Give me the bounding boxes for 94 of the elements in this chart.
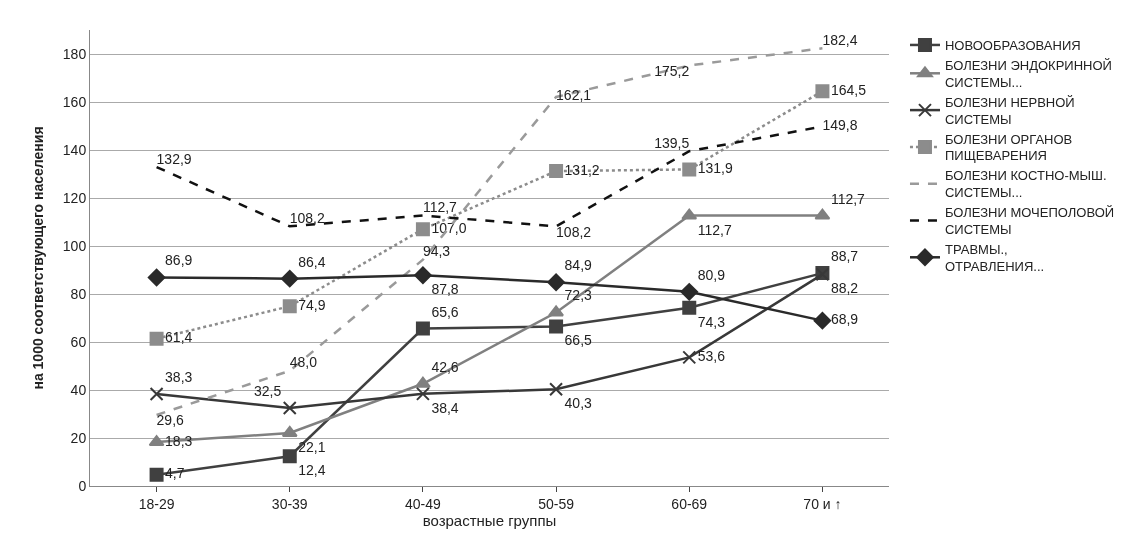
x-tick-label: 60-69 bbox=[671, 495, 708, 512]
x-axis-title: возрастные группы bbox=[422, 511, 557, 529]
data-label: 22,1 bbox=[298, 438, 326, 455]
point bbox=[280, 269, 299, 288]
data-label: 112,7 bbox=[830, 190, 866, 207]
data-label: 29,6 bbox=[156, 412, 185, 429]
legend-label: НОВООБРАЗОВАНИЯ bbox=[944, 38, 1081, 54]
data-label: 182,4 bbox=[822, 31, 858, 48]
data-label: 162,1 bbox=[556, 87, 592, 104]
data-label: 132,9 bbox=[156, 150, 192, 167]
data-label: 68,9 bbox=[830, 311, 859, 328]
legend-label: БОЛЕЗНИ ОРГАНОВ ПИЩЕВАРЕНИЯ bbox=[944, 131, 1073, 164]
data-label: 53,6 bbox=[697, 347, 726, 364]
point bbox=[282, 449, 297, 464]
data-label: 149,8 bbox=[822, 116, 858, 133]
data-label: 87,8 bbox=[431, 281, 459, 298]
point bbox=[414, 266, 432, 285]
x-tick-label: 40-49 bbox=[405, 495, 442, 512]
y-tick-label: 40 bbox=[70, 381, 87, 398]
data-label: 112,7 bbox=[422, 199, 458, 216]
point bbox=[148, 435, 165, 447]
legend-label: БОЛЕЗНИ КОСТНО-МЫШ. СИСТЕМЫ... bbox=[944, 168, 1107, 201]
point bbox=[415, 386, 430, 401]
data-label: 108,2 bbox=[289, 209, 325, 226]
data-label: 175,2 bbox=[654, 63, 690, 80]
point bbox=[414, 376, 431, 388]
x-tick-label: 50-59 bbox=[538, 495, 575, 512]
data-label: 112,7 bbox=[697, 221, 732, 238]
point bbox=[548, 305, 565, 317]
point bbox=[549, 319, 564, 334]
y-tick-label: 100 bbox=[62, 237, 87, 254]
point bbox=[282, 299, 297, 314]
point bbox=[682, 162, 697, 177]
point bbox=[680, 283, 699, 301]
y-tick-label: 140 bbox=[62, 141, 87, 158]
point bbox=[415, 321, 430, 336]
point bbox=[815, 84, 830, 99]
y-axis-title: на 1000 соответствующего населения bbox=[30, 126, 47, 390]
legend-label: ТРАВМЫ., ОТРАВЛЕНИЯ... bbox=[944, 241, 1045, 274]
point bbox=[281, 425, 298, 437]
x-tick-label: 30-39 bbox=[271, 495, 308, 512]
data-label: 65,6 bbox=[431, 303, 459, 320]
data-label: 131,2 bbox=[564, 161, 600, 178]
data-label: 94,3 bbox=[422, 243, 451, 260]
point bbox=[149, 387, 164, 402]
data-label: 84,9 bbox=[564, 257, 593, 274]
data-label: 107,0 bbox=[431, 219, 467, 236]
legend-label: БОЛЕЗНИ МОЧЕПОЛОВОЙ СИСТЕМЫ bbox=[944, 205, 1115, 238]
data-label: 32,5 bbox=[254, 383, 282, 399]
point bbox=[549, 164, 564, 179]
legend-label: БОЛЕЗНИ ЭНДОКРИННОЙ СИСТЕМЫ... bbox=[944, 57, 1112, 90]
data-label: 18,3 bbox=[165, 432, 193, 449]
point bbox=[147, 268, 166, 287]
data-label: 86,4 bbox=[298, 253, 326, 270]
point bbox=[682, 300, 697, 315]
point bbox=[814, 208, 831, 220]
data-label: 48,0 bbox=[289, 354, 318, 371]
data-label: 40,3 bbox=[564, 395, 593, 412]
data-label: 42,6 bbox=[431, 358, 459, 375]
y-tick-label: 60 bbox=[70, 333, 87, 350]
y-tick-label: 20 bbox=[70, 429, 87, 446]
data-label: 12,4 bbox=[298, 462, 326, 479]
point bbox=[681, 208, 698, 220]
data-label: 74,3 bbox=[697, 313, 726, 330]
data-label: 61,4 bbox=[165, 329, 193, 346]
point bbox=[149, 467, 164, 482]
point bbox=[813, 311, 832, 330]
point bbox=[549, 382, 564, 397]
point bbox=[282, 401, 297, 415]
y-tick-label: 180 bbox=[62, 45, 87, 62]
y-tick-label: 160 bbox=[62, 93, 87, 110]
point bbox=[149, 331, 164, 346]
data-label: 131,9 bbox=[697, 159, 733, 176]
data-label: 38,4 bbox=[431, 399, 459, 416]
legend-label: БОЛЕЗНИ НЕРВНОЙ СИСТЕМЫ bbox=[944, 94, 1075, 127]
y-tick-label: 0 bbox=[78, 477, 87, 494]
y-tick-label: 120 bbox=[62, 189, 87, 206]
data-label: 139,5 bbox=[654, 134, 690, 151]
data-label: 66,5 bbox=[564, 332, 593, 349]
y-tick-label: 80 bbox=[70, 285, 87, 302]
point bbox=[415, 222, 430, 237]
data-label: 38,3 bbox=[165, 369, 193, 386]
line-series bbox=[155, 46, 824, 417]
data-label: 88,2 bbox=[830, 280, 859, 297]
data-label: 86,9 bbox=[165, 252, 193, 269]
point bbox=[682, 350, 697, 365]
data-label: 88,7 bbox=[830, 248, 859, 265]
data-label: 80,9 bbox=[697, 266, 726, 283]
point bbox=[547, 273, 565, 292]
x-tick-label: 18-29 bbox=[138, 495, 175, 512]
data-label: 74,9 bbox=[298, 296, 326, 313]
data-label: 164,5 bbox=[830, 81, 867, 98]
x-tick-label: 70 и ↑ bbox=[803, 495, 842, 512]
data-label: 108,2 bbox=[556, 223, 592, 240]
